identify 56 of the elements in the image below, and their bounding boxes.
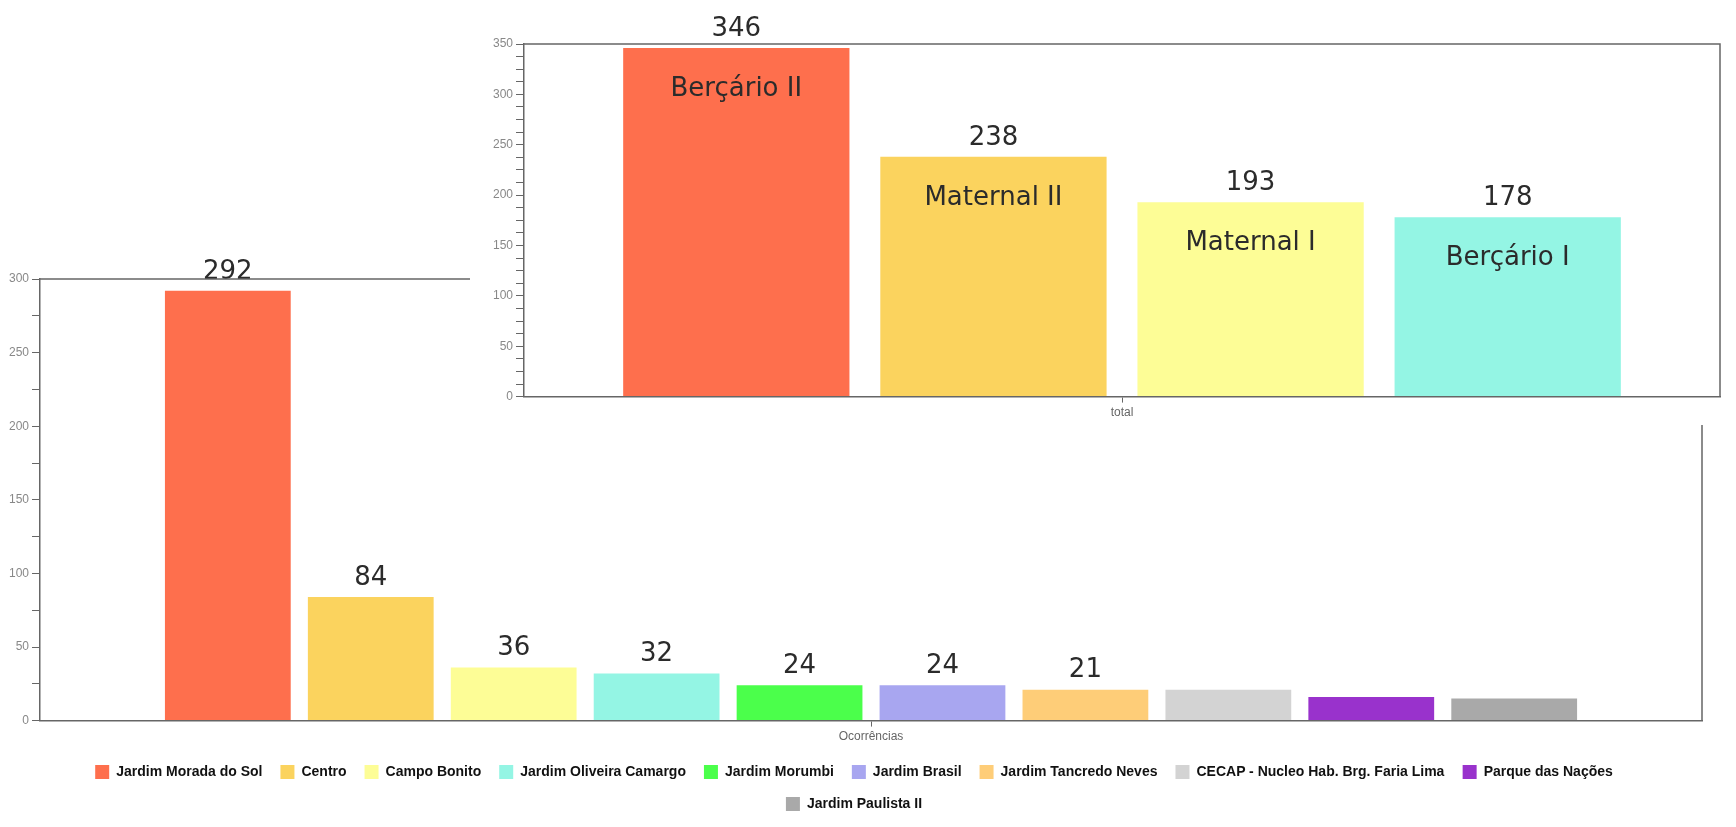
y-tick-label: 100 <box>492 288 514 303</box>
legend-label: Jardim Morada do Sol <box>116 762 263 779</box>
y-tick-label: 300 <box>492 86 514 101</box>
series-label: Maternal I <box>1185 225 1316 256</box>
legend-label: Jardim Tancredo Neves <box>1000 762 1158 779</box>
data-label: 292 <box>203 254 253 285</box>
data-label: 24 <box>925 649 960 680</box>
legend-label: Jardim Oliveira Camargo <box>520 762 686 779</box>
bar <box>593 673 720 721</box>
legend-label: Parque das Nações <box>1483 762 1614 779</box>
y-tick-label: 250 <box>8 344 30 359</box>
y-tick-label: 300 <box>8 271 30 286</box>
bar <box>450 667 577 721</box>
legend-label: Jardim Paulista II <box>806 794 923 811</box>
bar <box>1137 202 1364 397</box>
bar <box>1451 698 1578 721</box>
data-label: 193 <box>1225 165 1276 196</box>
legend-label: Centro <box>301 762 347 779</box>
data-label: 178 <box>1482 181 1533 212</box>
data-label: 84 <box>354 560 388 591</box>
bar <box>1022 689 1149 721</box>
legend-label: Jardim Morumbi <box>724 762 834 779</box>
bar <box>623 48 850 397</box>
data-label: 24 <box>783 649 817 680</box>
y-tick-label: 250 <box>492 137 514 152</box>
bar <box>879 685 1006 721</box>
y-tick-label: 350 <box>492 36 514 51</box>
series-label: Maternal II <box>924 180 1063 211</box>
data-label: 238 <box>968 120 1019 151</box>
bar <box>1308 697 1435 721</box>
bar <box>880 156 1107 397</box>
y-tick-label: 50 <box>499 338 514 353</box>
legend-label: Campo Bonito <box>385 762 482 779</box>
legend-label: CECAP - Nucleo Hab. Brg. Faria Lima <box>1196 762 1445 779</box>
bar <box>307 596 434 721</box>
y-tick-label: 100 <box>8 565 30 580</box>
x-tick-label: total <box>1110 405 1134 420</box>
data-label: 32 <box>640 637 674 668</box>
bar <box>1394 217 1621 397</box>
legend-label: Jardim Brasil <box>872 762 962 779</box>
bar <box>1165 689 1292 721</box>
y-tick-label: 200 <box>492 187 514 202</box>
y-tick-label: 150 <box>492 237 514 252</box>
y-tick-label: 50 <box>15 639 30 654</box>
y-tick-label: 200 <box>8 418 30 433</box>
data-label: 36 <box>497 631 531 662</box>
bar <box>736 685 863 721</box>
x-tick-label: Ocorrências <box>838 729 904 744</box>
y-tick-label: 0 <box>506 388 514 403</box>
y-tick-label: 0 <box>22 712 30 727</box>
series-label: Berçário II <box>670 71 803 102</box>
bar <box>164 290 291 721</box>
data-label: 346 <box>711 11 762 42</box>
data-label: 21 <box>1068 653 1102 684</box>
series-label: Berçário I <box>1445 241 1570 272</box>
y-tick-label: 150 <box>8 492 30 507</box>
